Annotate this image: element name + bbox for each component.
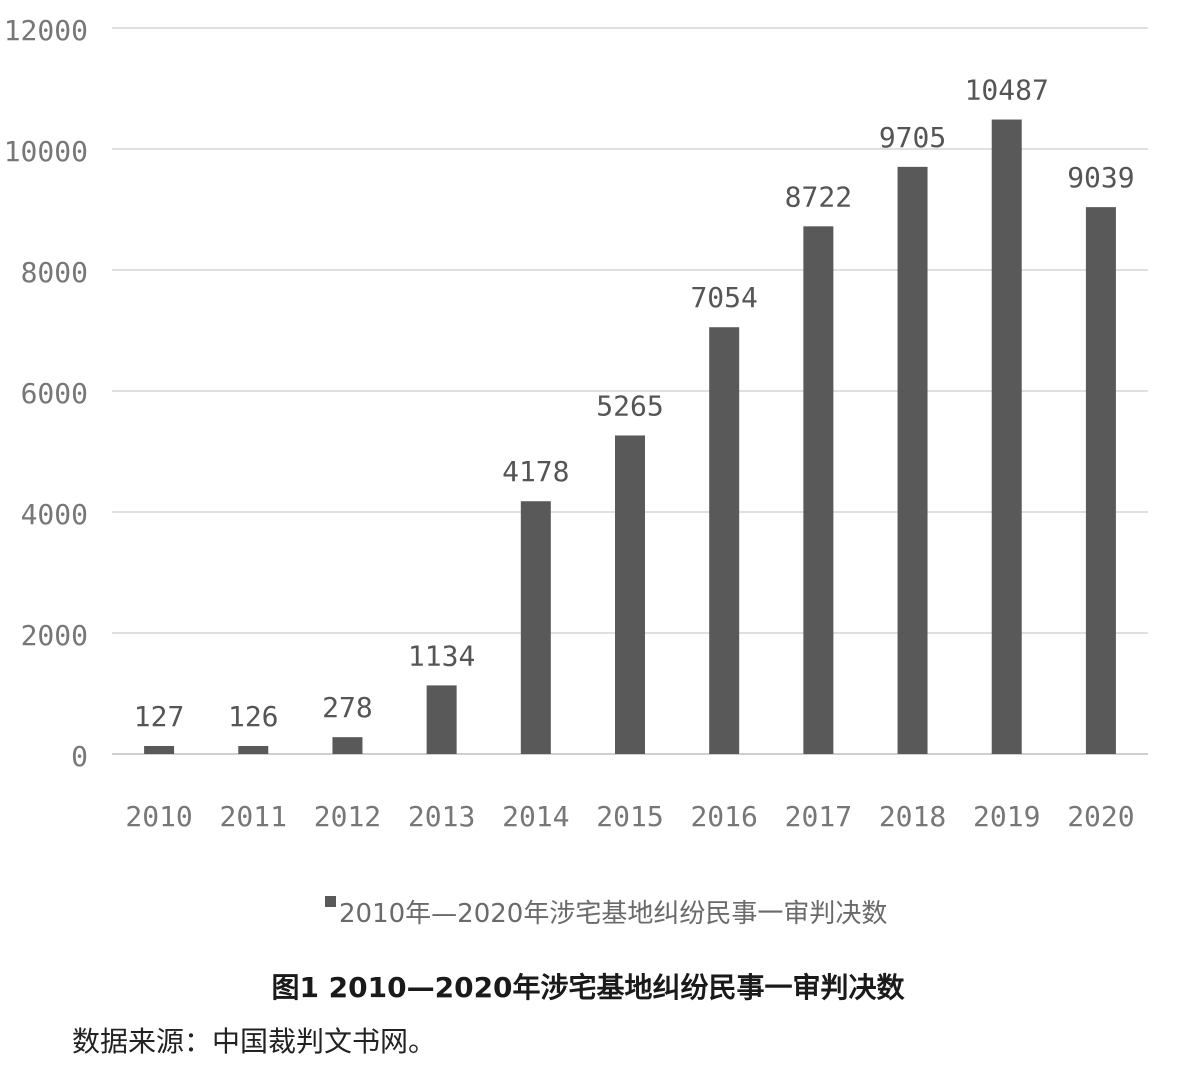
- x-tick-label: 2012: [314, 800, 381, 833]
- bar: [803, 226, 834, 755]
- x-tick-label: 2019: [973, 800, 1040, 833]
- x-tick-label: 2015: [596, 800, 663, 833]
- bar-chart: 0 2000 4000 6000 8000 10000 12000 127 126 278 113…: [4, 14, 1148, 929]
- bar: [709, 327, 740, 754]
- x-tick-label: 2020: [1067, 800, 1134, 833]
- data-label: 7054: [690, 281, 757, 314]
- data-label: 4178: [502, 455, 569, 488]
- x-tick-label: 2017: [785, 800, 852, 833]
- x-axis: 2010 2011 2012 2013 2014 2015 2016 2017 2018 2019…: [125, 800, 1134, 833]
- data-label: 1134: [408, 639, 475, 672]
- legend: 2010年—2020年涉宅基地纠纷民事一审判决数: [325, 896, 887, 929]
- x-tick-label: 2010: [125, 800, 192, 833]
- y-tick-label: 12000: [4, 14, 88, 47]
- y-tick-label: 0: [71, 740, 88, 773]
- x-tick-label: 2014: [502, 800, 569, 833]
- source-note: 数据来源：中国裁判文书网。: [72, 1025, 437, 1058]
- x-tick-label: 2016: [690, 800, 757, 833]
- y-tick-label: 2000: [21, 619, 88, 652]
- bars: [144, 119, 1116, 755]
- x-tick-label: 2013: [408, 800, 475, 833]
- bar: [897, 166, 928, 754]
- y-tick-label: 8000: [21, 256, 88, 289]
- legend-label: 2010年—2020年涉宅基地纠纷民事一审判决数: [339, 899, 887, 929]
- data-label: 126: [228, 700, 279, 733]
- data-label: 5265: [596, 389, 663, 422]
- bar: [238, 746, 269, 754]
- data-label: 278: [322, 691, 373, 724]
- figure-caption: 图1 2010—2020年涉宅基地纠纷民事一审判决数: [271, 971, 905, 1004]
- x-tick-label: 2011: [220, 800, 287, 833]
- data-label: 8722: [785, 180, 852, 213]
- bar: [520, 501, 551, 754]
- y-tick-label: 10000: [4, 135, 88, 168]
- data-labels: 127 126 278 1134 4178 5265 7054 8722 9705 10487 90…: [134, 74, 1135, 733]
- legend-swatch: [325, 896, 336, 907]
- y-axis: 0 2000 4000 6000 8000 10000 12000: [4, 14, 88, 773]
- y-tick-label: 6000: [21, 377, 88, 410]
- data-label: 9039: [1067, 161, 1134, 194]
- bar: [991, 119, 1022, 754]
- bar: [332, 737, 363, 754]
- bar: [615, 435, 645, 754]
- data-label: 9705: [879, 121, 946, 154]
- data-label: 127: [134, 700, 185, 733]
- bar: [1085, 207, 1116, 754]
- y-tick-label: 4000: [21, 498, 88, 531]
- bar: [426, 685, 457, 754]
- data-label: 10487: [965, 74, 1049, 107]
- bar: [144, 746, 175, 754]
- x-tick-label: 2018: [879, 800, 946, 833]
